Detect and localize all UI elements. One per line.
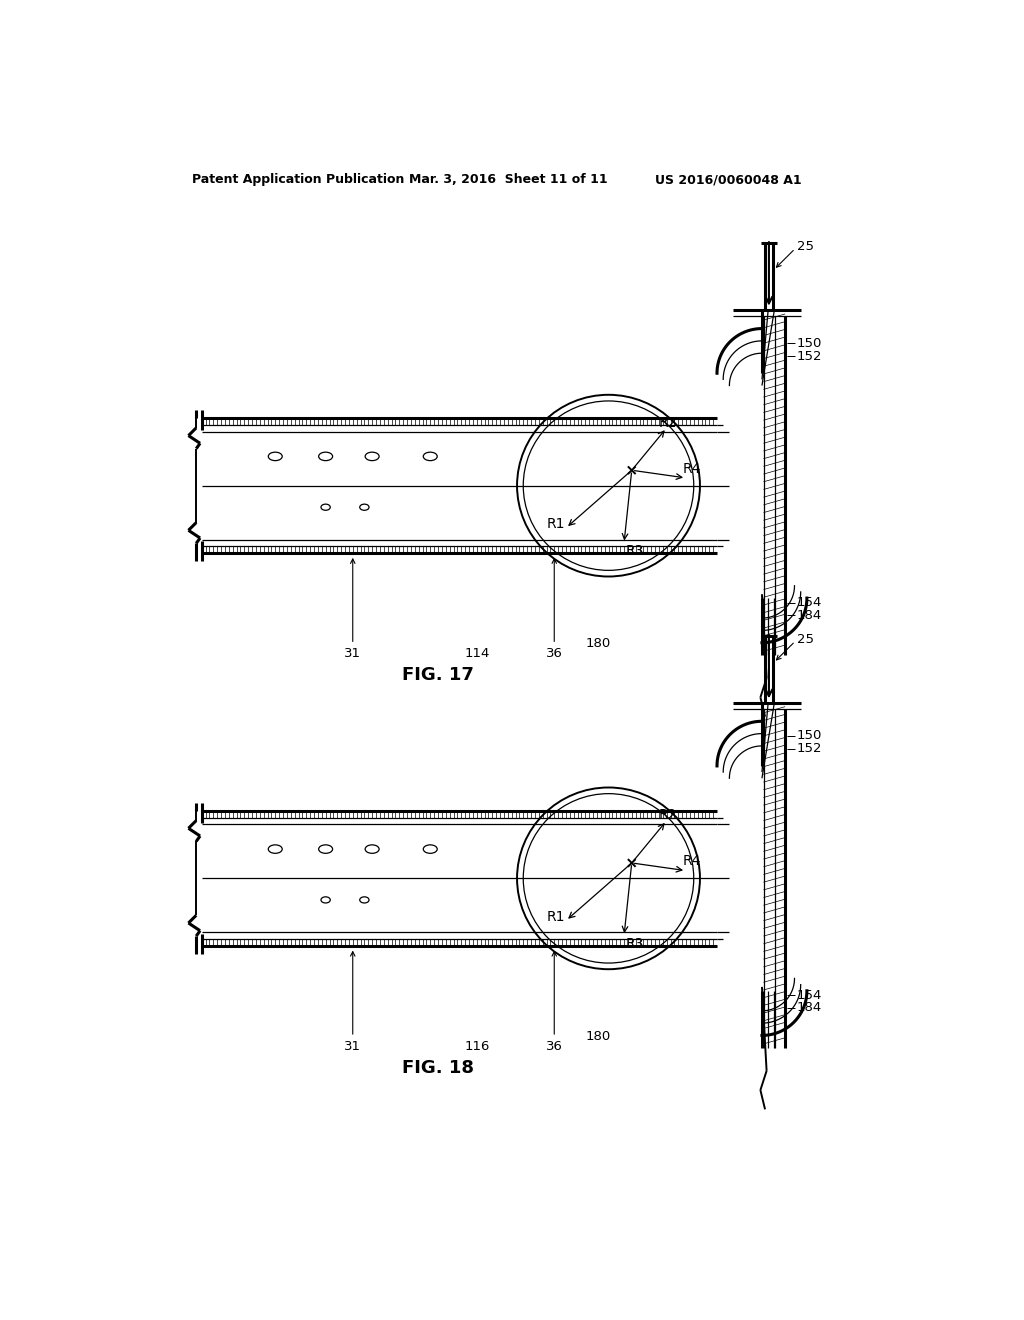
Text: 116: 116: [464, 1040, 489, 1053]
Text: R3: R3: [626, 937, 644, 950]
Text: FIG. 18: FIG. 18: [402, 1059, 474, 1077]
Text: R2: R2: [658, 808, 677, 822]
Text: FIG. 17: FIG. 17: [402, 667, 474, 684]
Text: R2: R2: [658, 416, 677, 429]
Text: 25: 25: [797, 240, 814, 253]
Text: Mar. 3, 2016  Sheet 11 of 11: Mar. 3, 2016 Sheet 11 of 11: [409, 173, 607, 186]
Text: R3: R3: [626, 544, 644, 558]
Text: 180: 180: [586, 1030, 610, 1043]
Text: 180: 180: [586, 638, 610, 649]
Text: R4: R4: [682, 854, 700, 869]
Text: 31: 31: [344, 647, 361, 660]
Text: US 2016/0060048 A1: US 2016/0060048 A1: [655, 173, 802, 186]
Text: R4: R4: [682, 462, 700, 475]
Text: 150: 150: [797, 730, 822, 742]
Text: 25: 25: [797, 634, 814, 647]
Text: 31: 31: [344, 1040, 361, 1053]
Text: Patent Application Publication: Patent Application Publication: [191, 173, 403, 186]
Text: 154: 154: [797, 597, 822, 610]
Text: 184: 184: [797, 609, 822, 622]
Text: 36: 36: [546, 647, 562, 660]
Text: 36: 36: [546, 1040, 562, 1053]
Text: 152: 152: [797, 350, 822, 363]
Text: R1: R1: [547, 517, 565, 531]
Text: 150: 150: [797, 337, 822, 350]
Text: 152: 152: [797, 742, 822, 755]
Text: 184: 184: [797, 1001, 822, 1014]
Text: 154: 154: [797, 989, 822, 1002]
Text: R1: R1: [547, 909, 565, 924]
Text: 114: 114: [464, 647, 489, 660]
